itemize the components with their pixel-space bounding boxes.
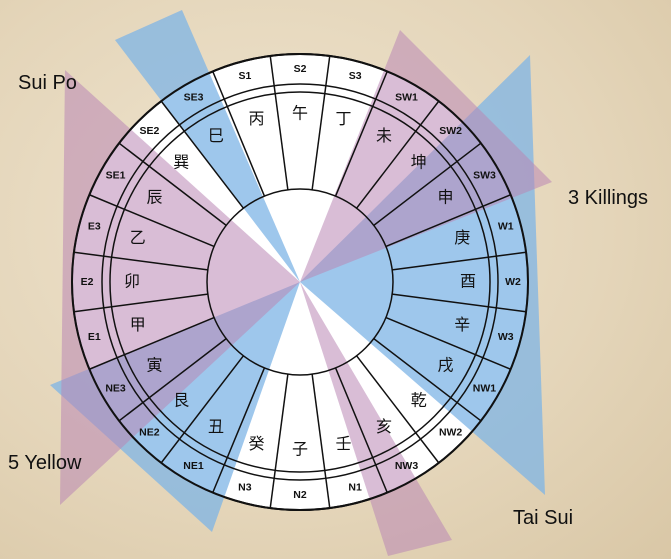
spoke bbox=[160, 355, 244, 464]
sector-labels: S2 午 S3 丁 SW1 未 SW2 坤 SW3 申 W1 庚 W2 酉 W3 辛 NW1 戌 NW2 乾 NW3 亥 N… bbox=[81, 63, 521, 501]
sector-code: NE1 bbox=[183, 460, 204, 472]
ring-lines bbox=[71, 53, 529, 511]
spoke bbox=[73, 293, 208, 313]
spoke bbox=[269, 55, 289, 190]
mountain: 辛 bbox=[454, 315, 470, 334]
mountain: 壬 bbox=[335, 434, 351, 453]
spoke bbox=[118, 142, 227, 226]
purple-wedge bbox=[300, 30, 552, 282]
spoke bbox=[334, 71, 388, 197]
sector-code: NE2 bbox=[139, 426, 160, 438]
annotation: 3 Killings bbox=[568, 187, 648, 209]
spoke bbox=[373, 142, 482, 226]
mountain: 巽 bbox=[173, 153, 189, 172]
mountain: 丑 bbox=[208, 417, 224, 436]
annotation: Tai Sui bbox=[513, 507, 573, 529]
sector-code: SW3 bbox=[473, 169, 496, 181]
sector-code: E1 bbox=[88, 331, 101, 343]
annotation: Sui Po bbox=[18, 72, 77, 94]
spoke bbox=[334, 367, 388, 493]
spoke bbox=[311, 374, 331, 509]
mountain: 亥 bbox=[376, 417, 392, 436]
label-circle bbox=[101, 83, 499, 481]
wedges bbox=[50, 10, 552, 556]
sector-code: SW2 bbox=[439, 125, 462, 137]
sector-code: E3 bbox=[88, 221, 101, 233]
spoke bbox=[212, 71, 266, 197]
mountain: 艮 bbox=[173, 390, 189, 409]
annotation: 5 Yellow bbox=[8, 452, 82, 474]
spoke bbox=[356, 355, 440, 464]
spoke bbox=[392, 293, 527, 313]
mountain: 午 bbox=[292, 104, 308, 123]
inner-circle bbox=[206, 188, 394, 376]
spoke bbox=[118, 338, 227, 422]
blue-wedge bbox=[115, 10, 300, 282]
sector-code: SE2 bbox=[139, 125, 159, 137]
spoke bbox=[269, 374, 289, 509]
spoke bbox=[392, 251, 527, 271]
sector-code: W1 bbox=[498, 221, 514, 233]
blue-wedge bbox=[50, 282, 300, 532]
mountain: 未 bbox=[376, 126, 392, 145]
sector-code: W3 bbox=[498, 331, 514, 343]
inner-label-circle bbox=[109, 91, 491, 473]
spoke bbox=[89, 194, 215, 248]
spoke bbox=[356, 100, 440, 209]
sector-code: NW1 bbox=[473, 382, 496, 394]
mountain: 癸 bbox=[249, 434, 265, 453]
sector-code: N3 bbox=[238, 482, 252, 494]
sector-code: N2 bbox=[293, 489, 307, 501]
mountain: 辰 bbox=[146, 188, 162, 207]
spoke bbox=[160, 100, 244, 209]
spoke bbox=[73, 251, 208, 271]
spoke bbox=[385, 194, 511, 248]
sector-code: SE1 bbox=[106, 169, 126, 181]
mountain: 卯 bbox=[124, 272, 140, 291]
purple-wedge bbox=[60, 70, 300, 505]
spoke bbox=[212, 367, 266, 493]
sector-code: S1 bbox=[238, 70, 251, 82]
mountain: 酉 bbox=[460, 272, 476, 291]
sector-code: S3 bbox=[349, 70, 362, 82]
mountain: 乾 bbox=[411, 390, 427, 409]
mountain: 甲 bbox=[130, 315, 146, 334]
spoke bbox=[385, 316, 511, 370]
mountain: 寅 bbox=[146, 356, 162, 375]
outer-circle bbox=[71, 53, 529, 511]
sector-code: NW3 bbox=[395, 460, 418, 472]
mountain: 庚 bbox=[454, 228, 470, 247]
sector-code: NE3 bbox=[105, 382, 126, 394]
spoke bbox=[311, 55, 331, 190]
mountain: 丙 bbox=[249, 109, 265, 128]
spoke bbox=[373, 338, 482, 422]
purple-wedge bbox=[300, 282, 452, 556]
sector-code: E2 bbox=[81, 276, 94, 288]
mountain: 乙 bbox=[130, 228, 146, 247]
sector-code: SE3 bbox=[184, 91, 204, 103]
sector-code: NW2 bbox=[439, 426, 462, 438]
mountain: 戌 bbox=[437, 356, 453, 375]
mountain: 坤 bbox=[411, 153, 427, 172]
sector-code: S2 bbox=[294, 63, 307, 75]
mountain: 子 bbox=[292, 440, 308, 459]
sector-code: W2 bbox=[505, 276, 521, 288]
spoke bbox=[89, 316, 215, 370]
mountain: 丁 bbox=[335, 109, 351, 128]
mountain: 巳 bbox=[208, 126, 224, 145]
mountain: 申 bbox=[437, 188, 453, 207]
sector-code: N1 bbox=[348, 482, 362, 494]
sector-code: SW1 bbox=[395, 91, 418, 103]
